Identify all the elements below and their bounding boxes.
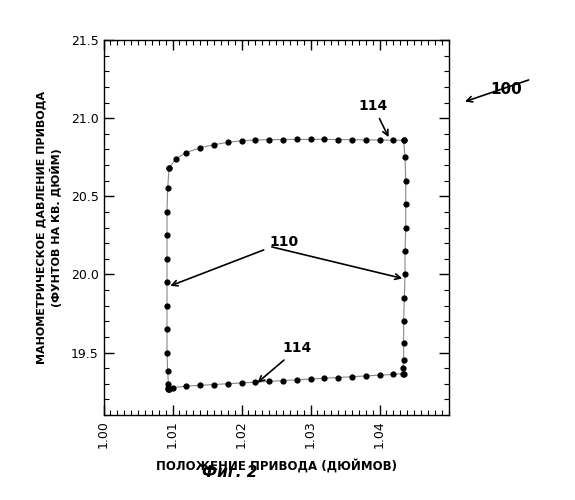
X-axis label: ПОЛОЖЕНИЕ ПРИВОДА (ДЮЙМОВ): ПОЛОЖЕНИЕ ПРИВОДА (ДЮЙМОВ) xyxy=(155,459,397,473)
Text: Фиг. 2: Фиг. 2 xyxy=(202,465,258,480)
Y-axis label: МАНОМЕТРИЧЕСКОЕ ДАВЛЕНИЕ ПРИВОДА
(ФУНТОВ НА КВ. ДЮЙМ): МАНОМЕТРИЧЕСКОЕ ДАВЛЕНИЕ ПРИВОДА (ФУНТОВ… xyxy=(36,91,63,364)
Text: 100: 100 xyxy=(490,82,522,98)
Text: 110: 110 xyxy=(172,236,298,286)
Text: 114: 114 xyxy=(259,342,312,382)
Text: 114: 114 xyxy=(359,100,388,136)
